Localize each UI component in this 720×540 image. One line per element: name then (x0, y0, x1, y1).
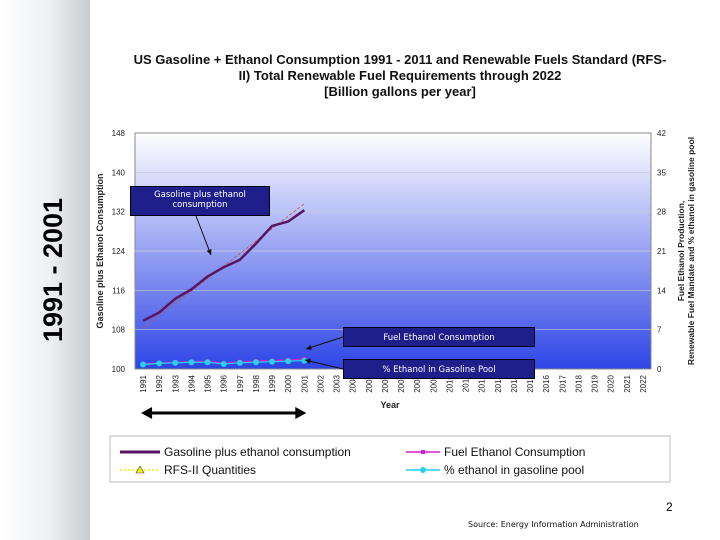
x-tick-label: 2001 (300, 374, 309, 392)
y2-tick-label: 7 (657, 326, 662, 335)
source-note: Source: Energy Information Administratio… (468, 520, 639, 529)
x-tick-label: 1997 (236, 374, 245, 392)
arrow-gasoline-head (206, 249, 212, 255)
legend-box (109, 435, 671, 483)
pct-ethanol-point (204, 359, 211, 366)
x-tick-label: 1994 (187, 374, 196, 392)
x-tick-label: 1996 (220, 374, 229, 392)
x-tick-label: 2015 (526, 374, 535, 392)
x-tick-label: 1991 (139, 374, 148, 392)
y-tick-label: 116 (112, 286, 125, 295)
chart-title: US Gasoline + Ethanol Consumption 1991 -… (130, 52, 670, 100)
arrow-pct-ethanol-head (305, 358, 311, 364)
y2-tick-label: 14 (657, 286, 666, 295)
legend-label-rfs: RFS-II Quantities (164, 463, 257, 477)
legend-marker-fuel-ethanol (421, 450, 425, 454)
x-tick-label: 2022 (639, 374, 648, 392)
chart-title-text: US Gasoline + Ethanol Consumption 1991 -… (133, 52, 667, 83)
x-axis-label: Year (380, 400, 400, 410)
y2-tick-label: 0 (657, 365, 662, 374)
page-number: 2 (666, 500, 673, 514)
annotation-pct-ethanol: % Ethanol in Gasoline Pool (343, 359, 535, 379)
x-tick-label: 2009 (429, 374, 438, 392)
y-axis-label: Gasoline plus Ethanol Consumption (95, 173, 105, 328)
y-tick-label: 148 (112, 129, 126, 138)
x-tick-label: 2006 (381, 374, 390, 392)
x-tick-label: 2014 (510, 374, 519, 392)
pct-ethanol-point (252, 359, 259, 366)
pct-ethanol-point (140, 361, 147, 368)
x-tick-label: 2005 (365, 374, 374, 392)
x-tick-label: 2003 (333, 374, 342, 392)
x-tick-label: 2012 (478, 374, 487, 392)
x-tick-label: 1999 (268, 374, 277, 392)
x-tick-label: 2021 (623, 374, 632, 392)
pct-ethanol-point (188, 359, 195, 366)
pct-ethanol-point (156, 360, 163, 367)
x-tick-label: 2008 (413, 374, 422, 392)
x-tick-label: 2016 (542, 374, 551, 392)
period-bracket-left-head (141, 407, 153, 419)
series-line-gasoline (142, 209, 306, 322)
legend-label-gasoline: Gasoline plus ethanol consumption (164, 445, 351, 459)
y-tick-label: 124 (112, 247, 126, 256)
y2-tick-label: 28 (657, 208, 666, 217)
y2-tick-label: 42 (657, 129, 666, 138)
pct-ethanol-point (220, 360, 227, 367)
pct-ethanol-point (236, 359, 243, 366)
arrow-fuel-ethanol-head (306, 344, 312, 350)
x-tick-label: 2020 (607, 374, 616, 392)
y-tick-label: 100 (112, 365, 126, 374)
legend-marker-pct-ethanol (420, 467, 426, 473)
x-tick-label: 2004 (349, 374, 358, 392)
pct-ethanol-point (172, 359, 179, 366)
y-tick-label: 108 (112, 326, 126, 335)
y2-tick-label: 35 (657, 168, 666, 177)
arrow-pct-ethanol (304, 359, 344, 370)
x-tick-label: 2007 (397, 374, 406, 392)
legend-marker-rfs (135, 465, 145, 474)
x-tick-label: 1992 (155, 374, 164, 392)
y-tick-label: 140 (112, 168, 126, 177)
x-tick-label: 2002 (316, 374, 325, 392)
x-tick-label: 1998 (252, 374, 261, 392)
arrow-fuel-ethanol (305, 336, 344, 350)
x-tick-label: 2010 (445, 374, 454, 392)
y2-axis-label: Fuel Ethanol Production, (676, 201, 686, 302)
arrow-gasoline (195, 215, 212, 256)
pct-ethanol-point (269, 358, 276, 365)
side-strip: 1991 - 2001 (0, 0, 90, 540)
y-tick-label: 132 (112, 208, 126, 217)
side-title: 1991 - 2001 (38, 198, 68, 342)
x-tick-label: 2017 (558, 374, 567, 392)
legend-label-pct-ethanol: % ethanol in gasoline pool (444, 463, 585, 477)
legend-label-fuel-ethanol: Fuel Ethanol Consumption (444, 445, 586, 459)
x-tick-label: 2000 (284, 374, 293, 392)
pct-ethanol-point (285, 358, 292, 365)
annotation-fuel-ethanol: Fuel Ethanol Consumption (343, 327, 535, 347)
x-tick-label: 2013 (494, 374, 503, 392)
y2-axis-label-line2: Renewable Fuel Mandate and % ethanol in … (686, 137, 696, 365)
chart-subtitle: [Billion gallons per year] (324, 84, 476, 99)
pct-ethanol-point (301, 357, 308, 364)
x-tick-label: 2018 (574, 374, 583, 392)
period-bracket-right-head (295, 407, 307, 419)
x-tick-label: 1995 (204, 374, 213, 392)
y2-tick-label: 21 (657, 247, 666, 256)
x-tick-label: 1993 (171, 374, 180, 392)
x-tick-label: 2011 (462, 374, 471, 392)
side-strip-graphic: 1991 - 2001 (38, 198, 68, 342)
annotation-gasoline: Gasoline plus ethanol consumption (130, 186, 270, 216)
x-tick-label: 2019 (591, 374, 600, 392)
